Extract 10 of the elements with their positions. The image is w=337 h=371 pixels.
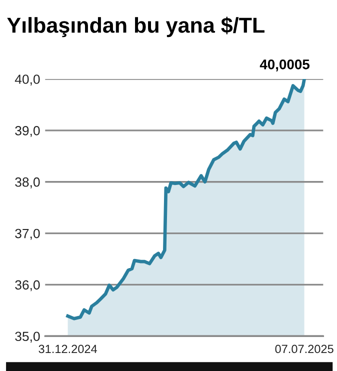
x-tick-label: 07.07.2025 — [275, 344, 334, 354]
chart-title: Yılbaşından bu yana $/TL — [7, 16, 264, 38]
y-tick-label: 40,0 — [14, 74, 40, 86]
y-tick-label: 35,0 — [15, 332, 40, 343]
y-tick-label: 38,0 — [15, 177, 40, 188]
y-tick-label: 39,0 — [15, 126, 40, 137]
annotation: 40,0005 — [260, 60, 310, 72]
y-tick-label: 36,0 — [15, 280, 40, 292]
x-tick-label: 31.12.2024 — [38, 344, 98, 354]
y-tick-label: 37,0 — [15, 228, 40, 240]
